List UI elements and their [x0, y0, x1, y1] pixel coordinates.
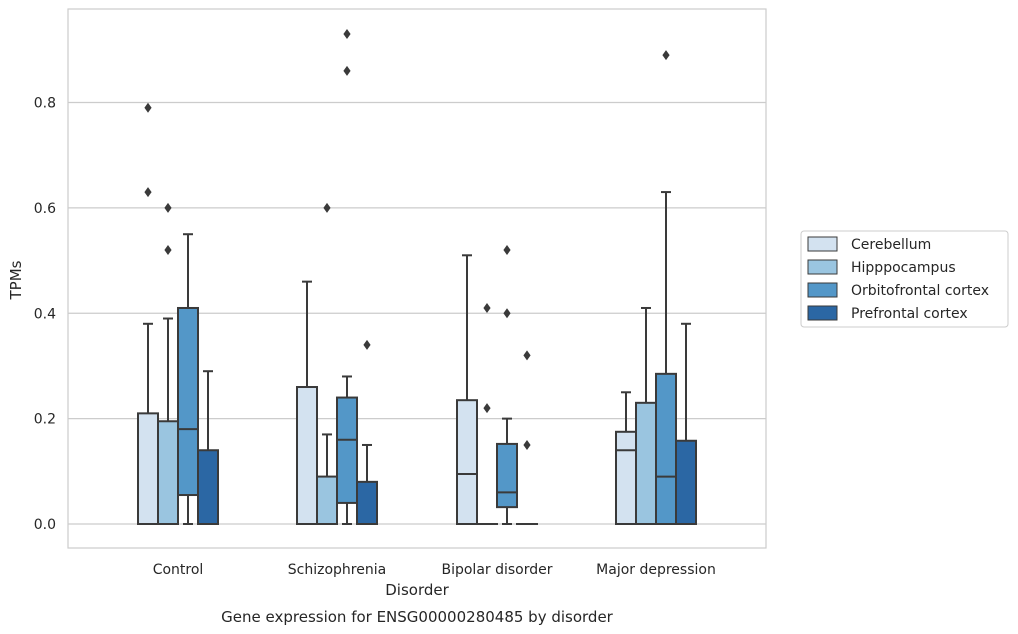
- outlier-point: [483, 302, 491, 313]
- box-body: [675, 439, 697, 525]
- legend-entry-label: Hipppocampus: [851, 260, 956, 276]
- box-body: [615, 430, 637, 525]
- legend: Cerebellum Hipppocampus Orbitofrontal cort…: [800, 230, 1009, 328]
- box-body: [316, 475, 338, 525]
- legend-entry-label: Cerebellum: [851, 237, 931, 253]
- outlier-point: [164, 202, 172, 213]
- y-tick-label: 0.6: [34, 201, 56, 217]
- outlier-point: [662, 50, 670, 61]
- outlier-point: [343, 65, 351, 76]
- box-plot-groups: [137, 29, 697, 526]
- y-tick-label: 0.4: [34, 306, 56, 322]
- x-axis-label: Disorder: [385, 581, 449, 599]
- box-hipppocampus: [316, 202, 338, 525]
- legend-entry-label: Prefrontal cortex: [851, 306, 968, 322]
- box-hipppocampus: [476, 302, 498, 526]
- y-axis-ticks: 0.0 0.2 0.4 0.6 0.8: [34, 96, 56, 534]
- box-body: [496, 442, 518, 509]
- legend-frame: [800, 230, 1009, 328]
- y-tick-label: 0.0: [34, 517, 56, 533]
- box-cerebellum: [615, 391, 637, 525]
- box-orbitofrontal-cortex: [655, 50, 677, 526]
- box-cerebellum: [137, 102, 159, 526]
- box-body: [296, 386, 318, 526]
- outlier-point: [503, 308, 511, 319]
- box-orbitofrontal-cortex: [177, 233, 199, 525]
- box-body: [197, 449, 219, 525]
- box-orbitofrontal-cortex: [496, 245, 518, 525]
- outlier-point: [523, 439, 531, 450]
- outlier-point: [483, 403, 491, 414]
- y-axis-label: TPMs: [7, 260, 25, 300]
- legend-swatch: [807, 282, 838, 298]
- chart-caption: Gene expression for ENSG00000280485 by d…: [221, 608, 614, 626]
- box-body: [655, 372, 677, 526]
- outlier-point: [323, 202, 331, 213]
- box-hipppocampus: [635, 306, 657, 526]
- outlier-point: [144, 102, 152, 113]
- box-body: [356, 480, 378, 526]
- x-tick-label: Schizophrenia: [288, 562, 386, 578]
- outlier-point: [523, 350, 531, 361]
- outlier-point: [164, 245, 172, 256]
- box-prefrontal-cortex: [197, 370, 219, 525]
- legend-swatch: [807, 236, 838, 252]
- box-body: [635, 401, 657, 526]
- box-orbitofrontal-cortex: [336, 29, 358, 525]
- outlier-point: [503, 245, 511, 256]
- legend-swatch: [807, 259, 838, 275]
- box-body: [177, 306, 199, 497]
- x-axis-ticks: Control Schizophrenia Bipolar disorder Majo…: [153, 562, 716, 578]
- y-tick-label: 0.8: [34, 96, 56, 112]
- outlier-point: [144, 187, 152, 198]
- box-body: [456, 399, 478, 526]
- legend-entry-label: Orbitofrontal cortex: [851, 283, 989, 299]
- y-tick-label: 0.2: [34, 412, 56, 428]
- box-prefrontal-cortex: [356, 339, 378, 526]
- x-tick-label: Control: [153, 562, 204, 578]
- box-prefrontal-cortex: [516, 350, 538, 526]
- plot-frame: [67, 8, 767, 549]
- box-cerebellum: [456, 254, 478, 526]
- x-tick-label: Bipolar disorder: [441, 562, 552, 578]
- box-body: [137, 412, 159, 526]
- box-hipppocampus: [157, 202, 179, 525]
- legend-swatch: [807, 305, 838, 321]
- box-body: [157, 420, 179, 525]
- outlier-point: [343, 29, 351, 40]
- box-prefrontal-cortex: [675, 322, 697, 525]
- outlier-point: [363, 339, 371, 350]
- box-cerebellum: [296, 280, 318, 526]
- box-body: [336, 396, 358, 504]
- x-tick-label: Major depression: [596, 562, 716, 578]
